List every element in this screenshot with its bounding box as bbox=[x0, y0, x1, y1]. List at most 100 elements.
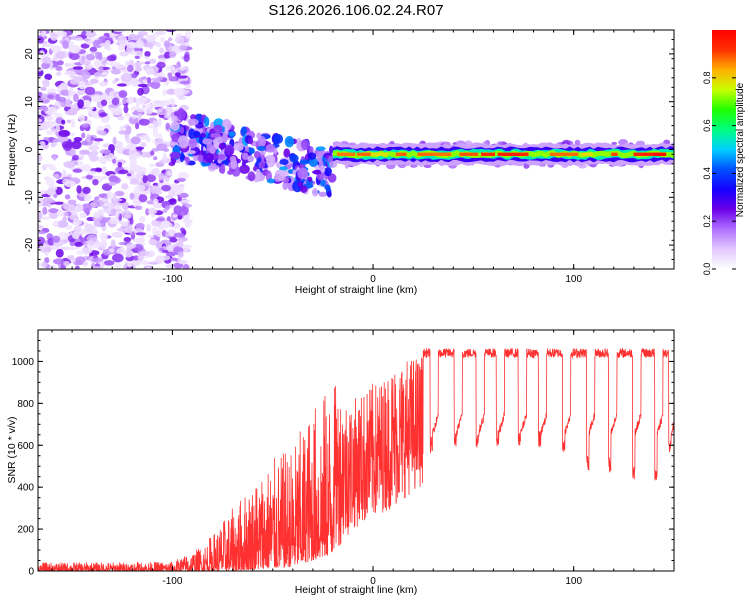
transition-blob bbox=[241, 161, 246, 166]
snr-series-line bbox=[38, 347, 674, 571]
noise-blob bbox=[109, 217, 120, 225]
noise-blob bbox=[135, 205, 143, 210]
noise-blob bbox=[112, 192, 117, 202]
noise-blob bbox=[139, 233, 145, 242]
tone-halo-blob bbox=[482, 140, 490, 145]
noise-blob bbox=[167, 37, 173, 42]
noise-blob bbox=[166, 88, 177, 95]
transition-blob bbox=[312, 169, 323, 175]
noise-blob bbox=[85, 174, 93, 180]
noise-blob bbox=[81, 71, 91, 80]
tone-hot-segment bbox=[580, 152, 593, 156]
snr-ylabel: SNR (10 * v/v) bbox=[6, 416, 18, 483]
noise-blob bbox=[84, 223, 95, 233]
noise-blob bbox=[122, 96, 127, 105]
tone-hot-segment bbox=[481, 152, 496, 156]
spectrogram-ylabel: Frequency (Hz) bbox=[6, 114, 18, 186]
noise-blob bbox=[106, 55, 117, 62]
noise-blob bbox=[93, 59, 103, 68]
transition-blob bbox=[233, 142, 244, 152]
transition-blob bbox=[308, 157, 318, 167]
noise-blob bbox=[152, 126, 159, 135]
noise-blob bbox=[65, 98, 72, 108]
noise-blob bbox=[146, 137, 151, 143]
transition-blob bbox=[176, 108, 186, 121]
noise-blob bbox=[123, 213, 132, 219]
noise-blob bbox=[101, 60, 107, 66]
noise-blob bbox=[103, 260, 115, 266]
noise-blob bbox=[126, 64, 134, 73]
y-tick-label: -20 bbox=[24, 237, 35, 252]
noise-blob bbox=[126, 266, 133, 269]
noise-blob bbox=[57, 96, 67, 102]
transition-blob bbox=[248, 137, 254, 145]
noise-blob bbox=[87, 239, 94, 247]
noise-blob bbox=[93, 211, 100, 219]
noise-blob bbox=[93, 72, 101, 77]
noise-blob bbox=[80, 43, 90, 49]
noise-blob bbox=[38, 236, 46, 245]
noise-blob bbox=[122, 201, 130, 211]
noise-blob bbox=[178, 66, 186, 71]
noise-blob bbox=[64, 194, 71, 200]
transition-blob bbox=[217, 154, 226, 160]
transition-blob bbox=[170, 121, 180, 132]
transition-blob bbox=[205, 152, 214, 164]
noise-blob bbox=[114, 191, 124, 197]
noise-blob bbox=[133, 187, 141, 197]
tone-hot-segment bbox=[459, 152, 479, 156]
noise-blob bbox=[112, 253, 124, 263]
noise-blob bbox=[146, 223, 152, 232]
noise-blob bbox=[87, 170, 97, 176]
transition-blob bbox=[210, 133, 221, 138]
noise-blob bbox=[45, 115, 54, 121]
noise-blob bbox=[61, 119, 66, 125]
noise-blob bbox=[159, 47, 165, 54]
noise-blob bbox=[111, 97, 120, 106]
noise-blob bbox=[53, 173, 60, 179]
noise-blob bbox=[116, 247, 126, 256]
noise-blob bbox=[117, 35, 128, 45]
noise-blob bbox=[62, 40, 69, 49]
noise-blob bbox=[45, 130, 55, 135]
noise-blob bbox=[45, 177, 56, 187]
transition-blob bbox=[311, 187, 319, 197]
noise-blob bbox=[99, 149, 112, 155]
tone-hot-segment bbox=[549, 152, 579, 156]
noise-blob bbox=[38, 153, 41, 162]
noise-blob bbox=[173, 232, 185, 238]
transition-blob bbox=[284, 135, 295, 148]
colorbar-tick-label: 0.0 bbox=[702, 263, 712, 276]
transition-blob bbox=[188, 128, 196, 140]
colorbar-ticks: 0.0 0.2 0.4 0.6 0.8 bbox=[702, 72, 736, 276]
transition-blob bbox=[218, 142, 226, 150]
noise-blob bbox=[145, 106, 153, 115]
noise-blob bbox=[56, 50, 66, 60]
noise-blob bbox=[82, 186, 91, 194]
noise-blob bbox=[125, 113, 131, 118]
noise-blob bbox=[142, 175, 148, 184]
noise-blob bbox=[50, 45, 62, 52]
noise-blob bbox=[119, 125, 125, 131]
noise-blob bbox=[48, 166, 58, 171]
noise-blob bbox=[99, 208, 107, 213]
noise-blob bbox=[148, 163, 156, 167]
transition-blob bbox=[315, 146, 326, 151]
noise-blob bbox=[129, 181, 141, 185]
transition-blob bbox=[197, 154, 204, 163]
noise-blob bbox=[103, 154, 110, 160]
tone-hot-segment bbox=[336, 152, 356, 156]
noise-blob bbox=[173, 187, 183, 196]
noise-blob bbox=[177, 251, 184, 258]
noise-blob bbox=[134, 55, 140, 60]
noise-blob bbox=[184, 203, 192, 208]
noise-blob bbox=[99, 65, 104, 74]
x-tick-label: 0 bbox=[370, 274, 376, 285]
transition-blob bbox=[221, 132, 228, 144]
noise-blob bbox=[99, 240, 108, 249]
noise-blob bbox=[162, 89, 168, 96]
noise-blob bbox=[83, 260, 88, 267]
noise-blob bbox=[64, 180, 76, 188]
transition-blob bbox=[308, 146, 314, 155]
